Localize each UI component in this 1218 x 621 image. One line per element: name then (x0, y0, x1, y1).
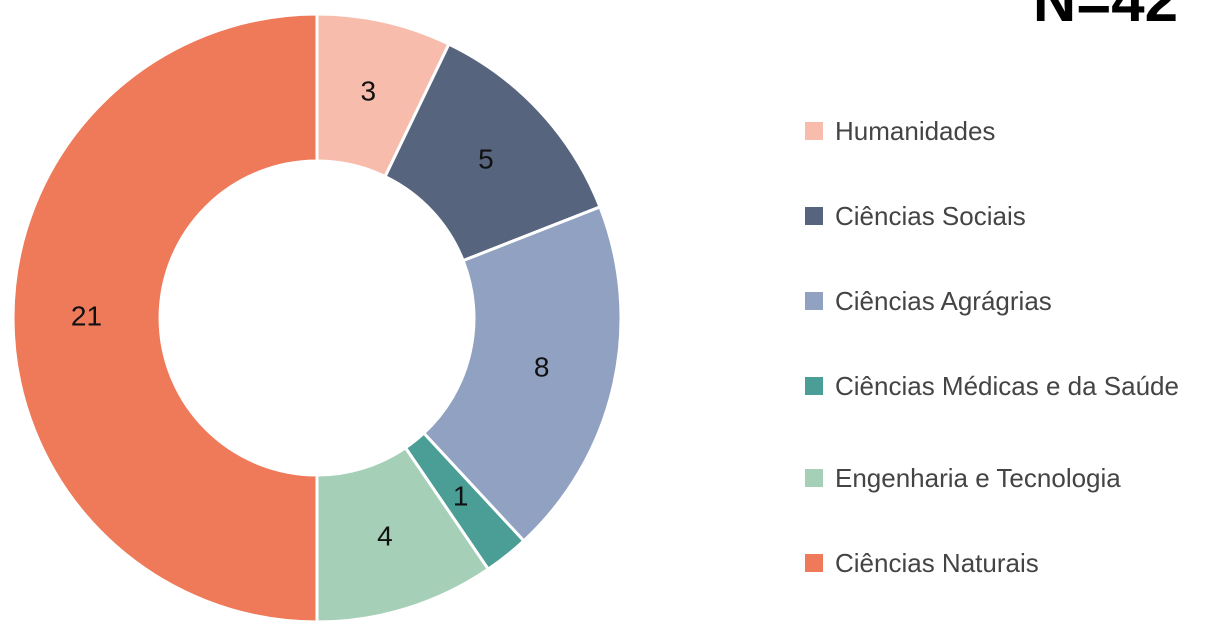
data-label: 5 (478, 144, 494, 175)
chart: 3 5 8 1 4 21 (11, 12, 623, 621)
legend-item: Ciências Agrágrias (805, 278, 1185, 324)
data-label: 21 (71, 300, 102, 331)
legend-swatch (805, 469, 823, 487)
data-label: 3 (361, 76, 377, 107)
data-label: 4 (377, 521, 393, 552)
legend-label: Engenharia e Tecnologia (835, 463, 1121, 493)
legend-swatch (805, 377, 823, 395)
legend-swatch (805, 292, 823, 310)
legend-item: Engenharia e Tecnologia (805, 455, 1185, 501)
data-label: 8 (534, 352, 550, 383)
legend-item: Ciências Sociais (805, 193, 1185, 239)
legend-label: Ciências Agrágrias (835, 286, 1052, 316)
data-label: 1 (453, 481, 469, 512)
legend-label: Ciências Médicas e da Saúde (835, 371, 1179, 401)
legend-item: Ciências Médicas e da Saúde (805, 363, 1185, 409)
legend-label: Ciências Naturais (835, 548, 1039, 578)
legend-swatch (805, 554, 823, 572)
legend-item: Humanidades (805, 108, 1185, 154)
legend-item: Ciências Naturais (805, 540, 1185, 586)
legend-swatch (805, 122, 823, 140)
donut-slice (315, 445, 491, 621)
chart-title: N=42 (1032, 0, 1178, 34)
legend-label: Humanidades (835, 116, 996, 146)
donut-slice (421, 204, 623, 543)
donut-slice (11, 12, 319, 621)
legend-swatch (805, 207, 823, 225)
legend-label: Ciências Sociais (835, 201, 1026, 231)
